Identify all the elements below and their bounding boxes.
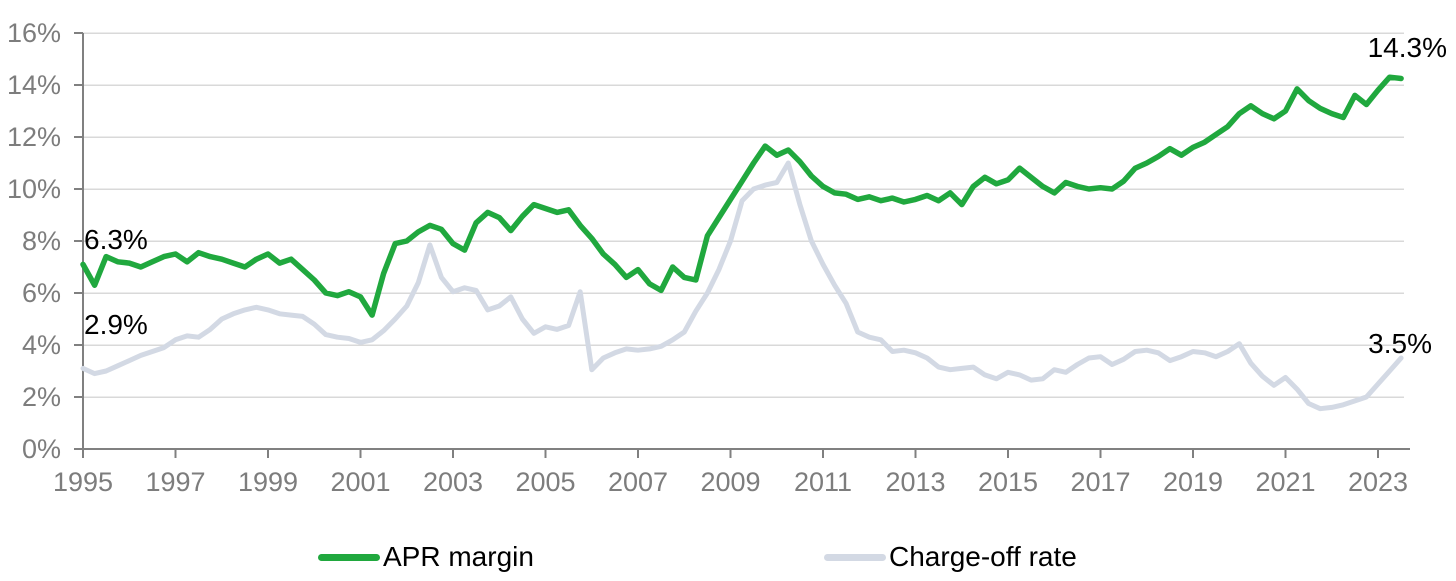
series-line-charge-off-rate (80, 160, 1404, 412)
charge-off-rate-line-swatch-icon (824, 553, 886, 561)
x-axis-label: 2007 (608, 467, 668, 497)
x-axis-label: 2001 (330, 467, 390, 497)
y-axis-tick-labels: 0% 2% 4% 6% 8% 10% 12% 14% 16% (7, 18, 61, 464)
annotation-apr-end-value: 14.3% (1367, 32, 1447, 63)
y-axis-label: 12% (7, 122, 61, 152)
legend-label-apr-margin: APR margin (383, 541, 534, 572)
annotation-chargeoff-start-value: 2.9% (84, 309, 148, 340)
x-axis-label: 1999 (238, 467, 298, 497)
apr-margin-line-swatch-icon (318, 553, 380, 561)
y-axis-label: 4% (22, 330, 61, 360)
gridlines (83, 32, 1404, 398)
legend: APR margin Charge-off rate (0, 540, 1456, 574)
x-axis-label: 1995 (53, 467, 113, 497)
x-axis-label: 2011 (794, 467, 852, 497)
y-axis-label: 16% (7, 18, 61, 48)
x-axis-label: 2009 (700, 467, 760, 497)
x-axis-label: 1997 (145, 467, 205, 497)
y-axis-label: 14% (7, 70, 61, 100)
annotation-apr-start-value: 6.3% (84, 224, 148, 255)
annotation-chargeoff-end-value: 3.5% (1368, 328, 1432, 359)
x-axis-label: 2005 (515, 467, 575, 497)
x-axis-label: 2023 (1348, 467, 1408, 497)
legend-item-charge-off-rate: Charge-off rate (824, 540, 1077, 574)
y-axis-label: 10% (7, 174, 61, 204)
y-axis-label: 8% (22, 226, 61, 256)
y-axis-label: 0% (22, 434, 61, 464)
legend-label-charge-off-rate: Charge-off rate (889, 541, 1077, 572)
y-axis-label: 6% (22, 278, 61, 308)
legend-item-apr-margin: APR margin (318, 540, 534, 574)
x-axis-label: 2015 (978, 467, 1038, 497)
axes (74, 32, 1410, 458)
x-axis-label: 2003 (423, 467, 483, 497)
x-axis-label: 2021 (1255, 467, 1315, 497)
x-axis-label: 2017 (1070, 467, 1130, 497)
x-axis-label: 2019 (1163, 467, 1223, 497)
x-axis-label: 2013 (885, 467, 945, 497)
y-axis-label: 2% (22, 382, 61, 412)
x-axis-tick-labels: 1995 1997 1999 2001 2003 2005 2007 2009 2011 2013… (53, 467, 1408, 497)
data-series-lines (80, 74, 1404, 412)
series-line-apr-margin (80, 74, 1404, 318)
